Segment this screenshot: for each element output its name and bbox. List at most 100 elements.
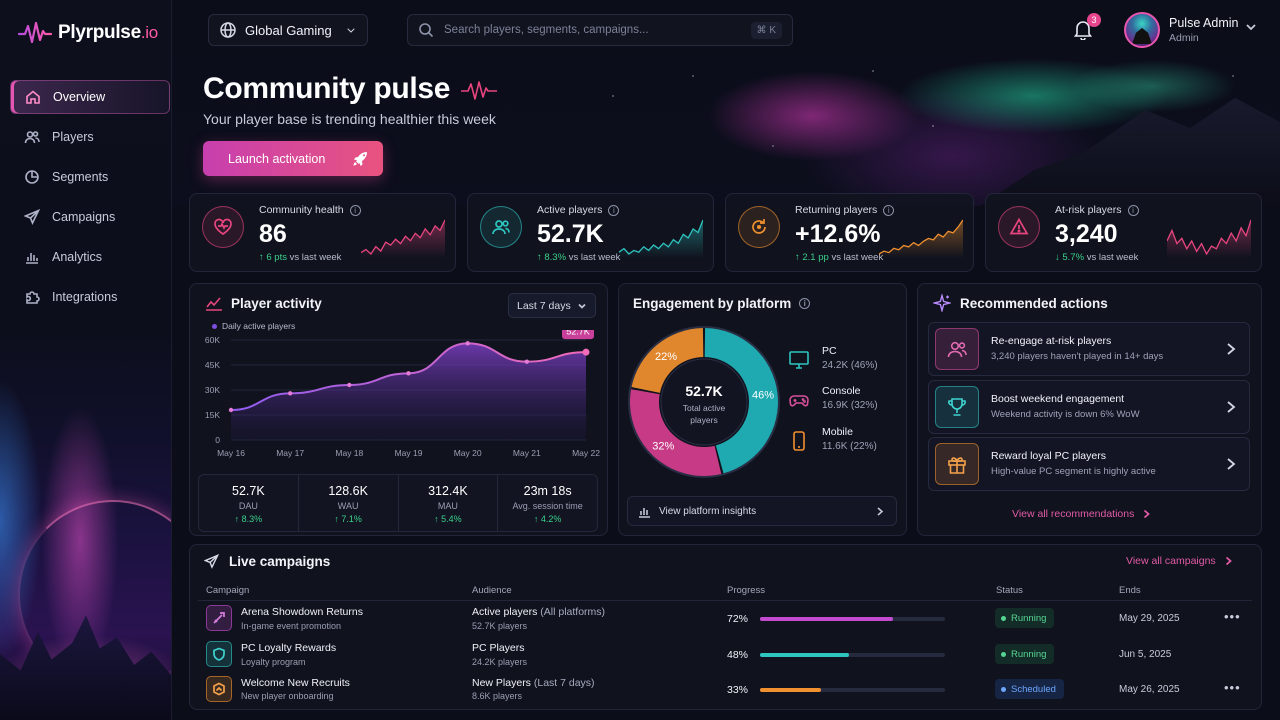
sparkline-chart <box>361 219 445 258</box>
avatar[interactable] <box>1124 12 1160 48</box>
view-all-campaigns-link[interactable]: View all campaigns <box>1126 555 1233 567</box>
badge-icon <box>206 676 232 702</box>
search-bar: ⌘ K <box>407 14 793 46</box>
view-all-recommendations-link[interactable]: View all recommendations <box>1012 508 1151 520</box>
refresh-icon <box>738 206 780 248</box>
data-point[interactable] <box>287 391 293 396</box>
pulse-icon <box>461 81 497 100</box>
donut-slice-mobile[interactable] <box>631 328 704 393</box>
campaign-audience: Active players (All platforms) <box>472 606 606 618</box>
divider <box>198 600 1252 601</box>
insights-label: View platform insights <box>659 505 757 517</box>
more-options-button[interactable]: ••• <box>1224 680 1241 695</box>
info-icon[interactable]: i <box>349 204 361 216</box>
metric-delta: ↑ 7.1% <box>334 514 362 524</box>
metric-delta: ↑ 4.2% <box>533 514 562 524</box>
y-tick-label: 45K <box>205 360 220 370</box>
users-icon <box>480 206 522 248</box>
page-title: Community pulse <box>203 72 451 105</box>
more-options-button[interactable]: ••• <box>1224 609 1241 624</box>
page-subtitle: Your player base is trending healthier t… <box>203 111 496 127</box>
data-point[interactable] <box>228 407 234 413</box>
sidebar-item-label: Players <box>52 130 94 144</box>
campaign-type: In-game event promotion <box>241 621 342 631</box>
sidebar-item-overview[interactable]: Overview <box>10 80 170 114</box>
platform-donut-chart: 46% 32% 22% <box>628 326 780 478</box>
notifications-button[interactable] <box>1072 18 1098 44</box>
view-platform-insights-button[interactable]: View platform insights <box>627 496 897 526</box>
progress-value: 48% <box>727 649 749 661</box>
stat-label: At-risk players i <box>1055 204 1139 216</box>
sidebar-item-analytics[interactable]: Analytics <box>10 240 170 274</box>
data-point[interactable] <box>524 359 530 364</box>
stat-card-at-risk-players[interactable]: At-risk players i 3,240 ↓ 5.7% vs last we… <box>985 193 1262 272</box>
sidebar-item-integrations[interactable]: Integrations <box>10 280 170 314</box>
progress-fill <box>760 688 822 692</box>
stat-card-active-players[interactable]: Active players i 52.7K ↑ 8.3% vs last wee… <box>467 193 714 272</box>
sidebar-item-label: Campaigns <box>52 210 116 224</box>
data-point[interactable] <box>465 341 470 346</box>
monitor-icon <box>789 351 809 369</box>
sidebar-item-segments[interactable]: Segments <box>10 160 170 194</box>
search-input[interactable] <box>444 24 741 36</box>
data-point[interactable] <box>406 371 411 376</box>
column-header-ends[interactable]: Ends <box>1119 585 1141 596</box>
user-role: Admin <box>1169 32 1199 44</box>
x-tick-label: May 20 <box>454 448 482 458</box>
sidebar-item-campaigns[interactable]: Campaigns <box>10 200 170 234</box>
column-header-audience[interactable]: Audience <box>472 585 512 596</box>
column-header-progress[interactable]: Progress <box>727 585 766 596</box>
info-icon[interactable]: i <box>799 298 811 309</box>
bar-chart-icon <box>26 253 38 264</box>
brand-name: Plyrpulse.io <box>58 22 158 43</box>
user-name: Pulse Admin <box>1169 16 1239 30</box>
users-icon <box>935 328 979 370</box>
chevron-right-icon <box>877 506 884 516</box>
card-title: Live campaigns <box>229 554 331 569</box>
progress-fill <box>760 653 849 657</box>
recommendation-item[interactable]: Reward loyal PC players High-value PC se… <box>928 437 1250 491</box>
chart-legend: Daily active players <box>212 321 295 331</box>
slice-label: 46% <box>752 390 774 402</box>
metric-dau: 52.7K DAU ↑ 8.3% <box>199 475 299 531</box>
chevron-down-icon <box>578 303 586 309</box>
date-range-select[interactable]: Last 7 days <box>508 293 596 318</box>
brand-logo[interactable]: Plyrpulse.io <box>18 20 158 46</box>
recommendation-title: Reward loyal PC players <box>991 450 1106 462</box>
progress-fill <box>760 617 894 621</box>
brand-suffix: .io <box>140 23 158 42</box>
campaign-name[interactable]: Welcome New Recruits <box>241 677 350 689</box>
data-point[interactable] <box>582 348 590 356</box>
stat-card-returning-players[interactable]: Returning players i +12.6% ↑ 2.1 pp vs la… <box>725 193 974 272</box>
campaign-name[interactable]: Arena Showdown Returns <box>241 606 363 618</box>
donut-slice-pc[interactable] <box>704 328 778 474</box>
recommendation-title: Boost weekend engagement <box>991 393 1125 405</box>
campaign-name[interactable]: PC Loyalty Rewards <box>241 642 337 654</box>
campaign-type: New player onboarding <box>241 691 334 701</box>
search-icon <box>419 23 434 38</box>
column-header-status[interactable]: Status <box>996 585 1023 596</box>
info-icon[interactable]: i <box>883 204 895 216</box>
card-title: Recommended actions <box>960 296 1108 311</box>
globe-icon <box>220 22 236 38</box>
column-header-campaign[interactable]: Campaign <box>206 585 250 596</box>
sidebar-item-players[interactable]: Players <box>10 120 170 154</box>
info-icon[interactable]: i <box>1127 204 1139 216</box>
recommendation-item[interactable]: Re-engage at-risk players 3,240 players … <box>928 322 1250 376</box>
workspace-selector[interactable]: Global Gaming <box>208 14 368 46</box>
user-menu-button[interactable] <box>1244 20 1258 34</box>
slice-label: 22% <box>655 351 677 363</box>
sword-icon <box>206 605 232 631</box>
recommendation-item[interactable]: Boost weekend engagement Weekend activit… <box>928 380 1250 434</box>
donut-slice-console[interactable] <box>630 389 722 476</box>
campaign-end-date: May 26, 2025 <box>1119 684 1180 695</box>
platform-value: 24.2K (46%) <box>822 360 878 371</box>
sparkline-chart <box>1167 219 1251 258</box>
users-icon <box>24 131 40 144</box>
stat-card-community-health[interactable]: Community health i 86 ↑ 6 pts vs last wee… <box>189 193 456 272</box>
info-icon[interactable]: i <box>608 204 620 216</box>
data-point[interactable] <box>347 382 352 388</box>
sparkline-area <box>879 220 963 258</box>
launch-activation-button[interactable]: Launch activation <box>203 141 383 176</box>
metric-value: 23m 18s <box>523 484 572 498</box>
